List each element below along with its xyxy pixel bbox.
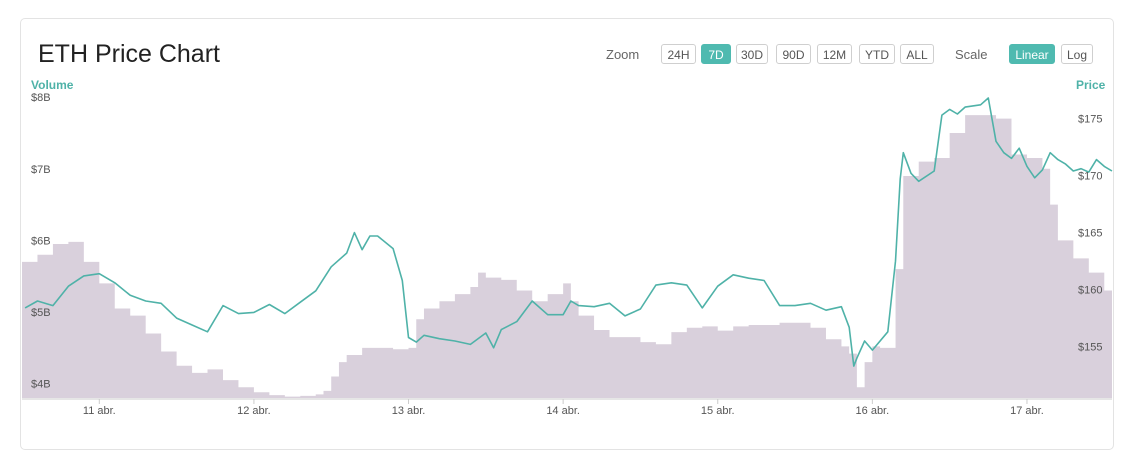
zoom-ytd-button[interactable]: YTD [859, 44, 895, 64]
zoom-30d-button[interactable]: 30D [736, 44, 768, 64]
price-line [24, 97, 1113, 367]
volume-tick-label: $4B [31, 379, 51, 391]
price-tick-label: $155 [1078, 342, 1102, 354]
chart-toolbar: Zoom 24H 7D 30D 90D 12M YTD ALL Scale Li… [0, 44, 1126, 66]
scale-log-button[interactable]: Log [1061, 44, 1093, 64]
zoom-7d-button[interactable]: 7D [701, 44, 731, 64]
price-tick-label: $165 [1078, 228, 1102, 240]
scale-label: Scale [955, 47, 988, 62]
chart-title: ETH Price Chart [38, 40, 220, 68]
price-tick-label: $170 [1078, 171, 1102, 183]
eth-price-chart: 11 abr. 12 abr. 13 abr. 14 abr. 15 abr. 16 ab… [22, 92, 1113, 417]
x-tick-label: 14 abr. [546, 405, 580, 417]
x-tick-label: 13 abr. [392, 405, 426, 417]
price-tick-label: $160 [1078, 285, 1102, 297]
volume-tick-label: $5B [31, 307, 51, 319]
volume-area [22, 115, 1112, 399]
zoom-label: Zoom [606, 47, 640, 62]
x-tick-label: 15 abr. [701, 405, 735, 417]
volume-axis-title: Volume [31, 78, 74, 92]
volume-tick-label: $6B [31, 235, 51, 247]
x-tick-label: 17 abr. [1010, 405, 1044, 417]
zoom-24h-button[interactable]: 24H [661, 44, 696, 64]
volume-tick-label: $8B [31, 92, 51, 104]
price-tick-label: $175 [1078, 114, 1102, 126]
zoom-12m-button[interactable]: 12M [817, 44, 852, 64]
price-axis-title: Price [1076, 78, 1106, 92]
scale-linear-button[interactable]: Linear [1009, 44, 1055, 64]
x-tick-label: 16 abr. [856, 405, 890, 417]
volume-tick-label: $7B [31, 164, 51, 176]
x-tick-label: 11 abr. [83, 405, 116, 417]
zoom-90d-button[interactable]: 90D [776, 44, 811, 64]
zoom-all-button[interactable]: ALL [900, 44, 934, 64]
x-tick-label: 12 abr. [237, 405, 271, 417]
